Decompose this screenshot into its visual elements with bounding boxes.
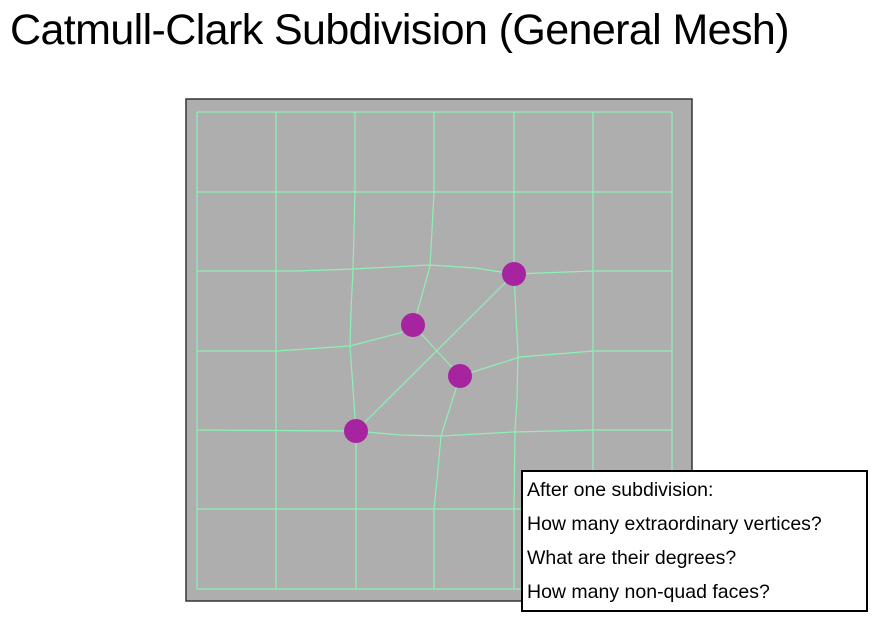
slide-title: Catmull-Clark Subdivision (General Mesh) — [10, 6, 790, 54]
question-intro: After one subdivision: — [527, 479, 714, 501]
question-box: After one subdivision: How many extraord… — [521, 470, 868, 612]
mesh-edge — [459, 350, 672, 377]
extraordinary-vertex — [344, 419, 368, 443]
question-extraordinary-count: How many extraordinary vertices? — [527, 513, 822, 535]
extraordinary-vertex — [502, 262, 526, 286]
mesh-edge — [349, 112, 357, 589]
question-degrees: What are their degrees? — [527, 547, 737, 569]
extraordinary-vertices — [344, 262, 526, 443]
extraordinary-vertex — [448, 364, 472, 388]
extraordinary-vertex — [401, 313, 425, 337]
question-non-quad-faces: How many non-quad faces? — [527, 581, 770, 603]
mesh-edge — [433, 375, 461, 589]
mesh-edge — [197, 264, 672, 275]
mesh-edge — [355, 273, 515, 432]
